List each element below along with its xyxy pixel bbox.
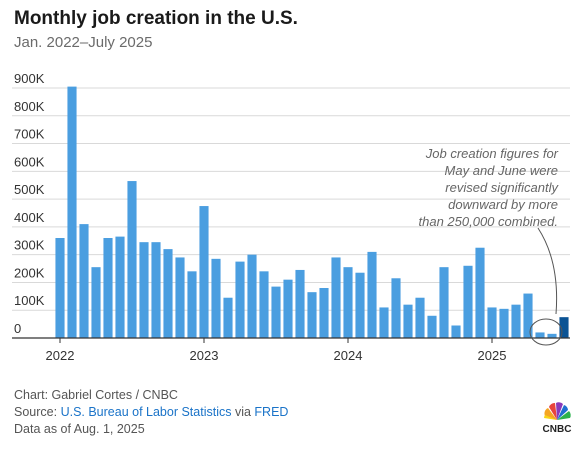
y-tick-label: 300K <box>14 238 45 253</box>
annotation-line: than 250,000 combined. <box>419 214 559 229</box>
bar <box>307 292 317 338</box>
bar <box>199 206 209 338</box>
bar <box>115 236 125 338</box>
bar <box>91 267 101 338</box>
bar <box>67 86 77 338</box>
bar <box>499 308 509 338</box>
y-tick-label: 900K <box>14 71 45 86</box>
bar <box>535 332 545 338</box>
bar <box>235 261 245 338</box>
bar <box>103 238 113 338</box>
bar <box>379 307 389 338</box>
bar <box>439 267 449 338</box>
annotation-circle <box>529 318 563 346</box>
bar-chart: 0 100K 200K 300K 400K 500K 600K 700K 800K 900K 202… <box>12 71 570 363</box>
bar <box>175 257 185 338</box>
annotation-line: downward by more <box>448 197 558 212</box>
x-tick-label: 2023 <box>190 348 219 363</box>
bar <box>343 267 353 338</box>
y-tick-label: 800K <box>14 99 45 114</box>
data-as-of: Data as of Aug. 1, 2025 <box>14 422 145 436</box>
bar <box>163 249 173 338</box>
bar <box>271 286 281 338</box>
bar <box>547 333 557 338</box>
chart-title: Monthly job creation in the U.S. <box>14 8 298 29</box>
chart-credit: Chart: Gabriel Cortes / CNBC <box>14 388 178 402</box>
bar <box>151 242 161 338</box>
bar <box>463 265 473 338</box>
x-tick-label: 2025 <box>478 348 507 363</box>
bar <box>355 272 365 338</box>
y-tick-label: 200K <box>14 265 45 280</box>
x-tick-label: 2022 <box>46 348 75 363</box>
bar <box>427 315 437 338</box>
bar <box>403 304 413 338</box>
source-prefix: Source: <box>14 405 61 419</box>
bar <box>259 271 269 338</box>
y-tick-label: 400K <box>14 210 45 225</box>
cnbc-peacock-icon <box>544 402 571 420</box>
fred-link[interactable]: FRED <box>254 405 289 419</box>
bar <box>511 304 521 338</box>
bar <box>415 297 425 338</box>
annotation-line: Job creation figures for <box>425 146 559 161</box>
bar <box>451 325 461 338</box>
annotation-line: revised significantly <box>445 180 559 195</box>
bar <box>319 288 329 338</box>
bar <box>295 269 305 338</box>
annotation-line: May and June were <box>445 163 558 178</box>
bar <box>211 258 221 338</box>
chart-subtitle: Jan. 2022–July 2025 <box>14 34 153 51</box>
y-tick-label: 100K <box>14 293 45 308</box>
source-mid: via <box>231 405 255 419</box>
bar <box>331 257 341 338</box>
y-tick-label: 700K <box>14 127 45 142</box>
source-line: Source: U.S. Bureau of Labor Statistics … <box>14 405 288 419</box>
bls-link[interactable]: U.S. Bureau of Labor Statistics <box>60 405 232 419</box>
bar <box>559 317 569 338</box>
y-tick-label: 600K <box>14 154 45 169</box>
bar <box>55 238 65 338</box>
bar <box>79 224 89 338</box>
bar <box>523 293 533 338</box>
bar <box>367 251 377 338</box>
y-tick-label: 500K <box>14 182 45 197</box>
annotation-connector <box>537 227 558 315</box>
bar <box>139 242 149 338</box>
bar <box>127 181 137 338</box>
bar <box>487 307 497 338</box>
y-tick-label: 0 <box>14 321 21 336</box>
cnbc-logo-text: CNBC <box>542 424 572 435</box>
x-tick-label: 2024 <box>334 348 363 363</box>
bar <box>391 278 401 338</box>
bar <box>223 297 233 338</box>
bar <box>187 271 197 338</box>
bar <box>283 279 293 338</box>
bar <box>247 254 257 338</box>
bar <box>475 247 485 338</box>
